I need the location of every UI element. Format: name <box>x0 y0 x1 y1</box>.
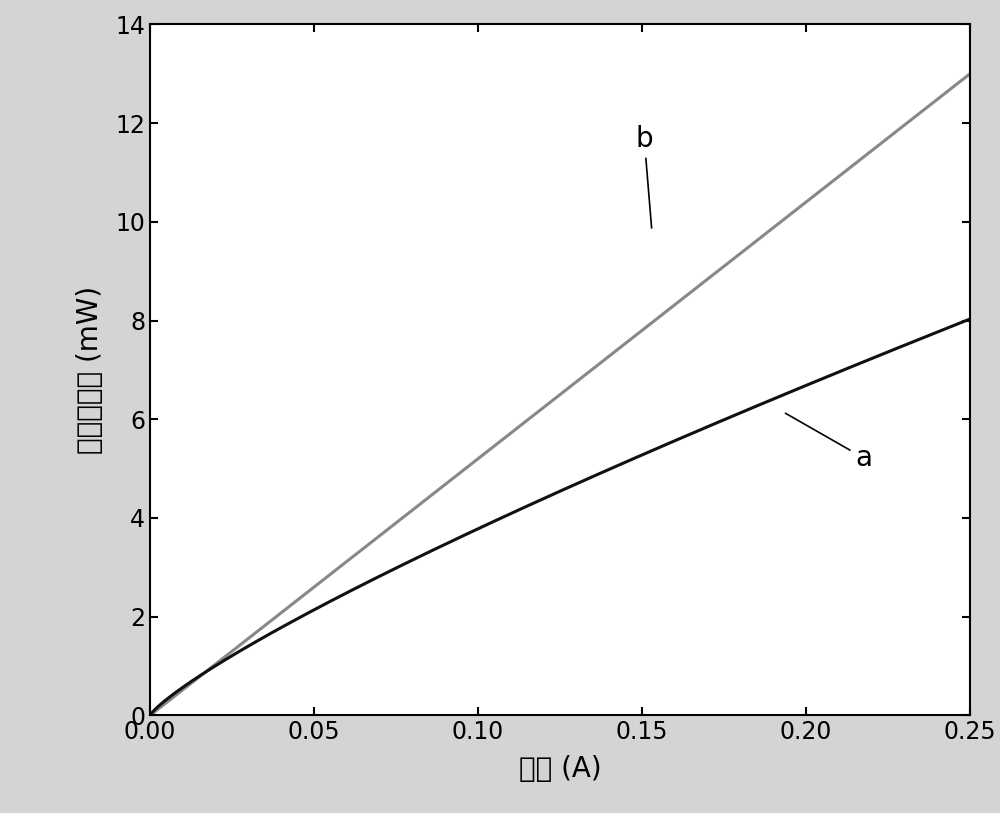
X-axis label: 电流 (A): 电流 (A) <box>519 755 601 784</box>
Text: b: b <box>635 124 653 228</box>
Y-axis label: 光输出功率 (mW): 光输出功率 (mW) <box>76 286 104 454</box>
Text: a: a <box>785 413 872 472</box>
